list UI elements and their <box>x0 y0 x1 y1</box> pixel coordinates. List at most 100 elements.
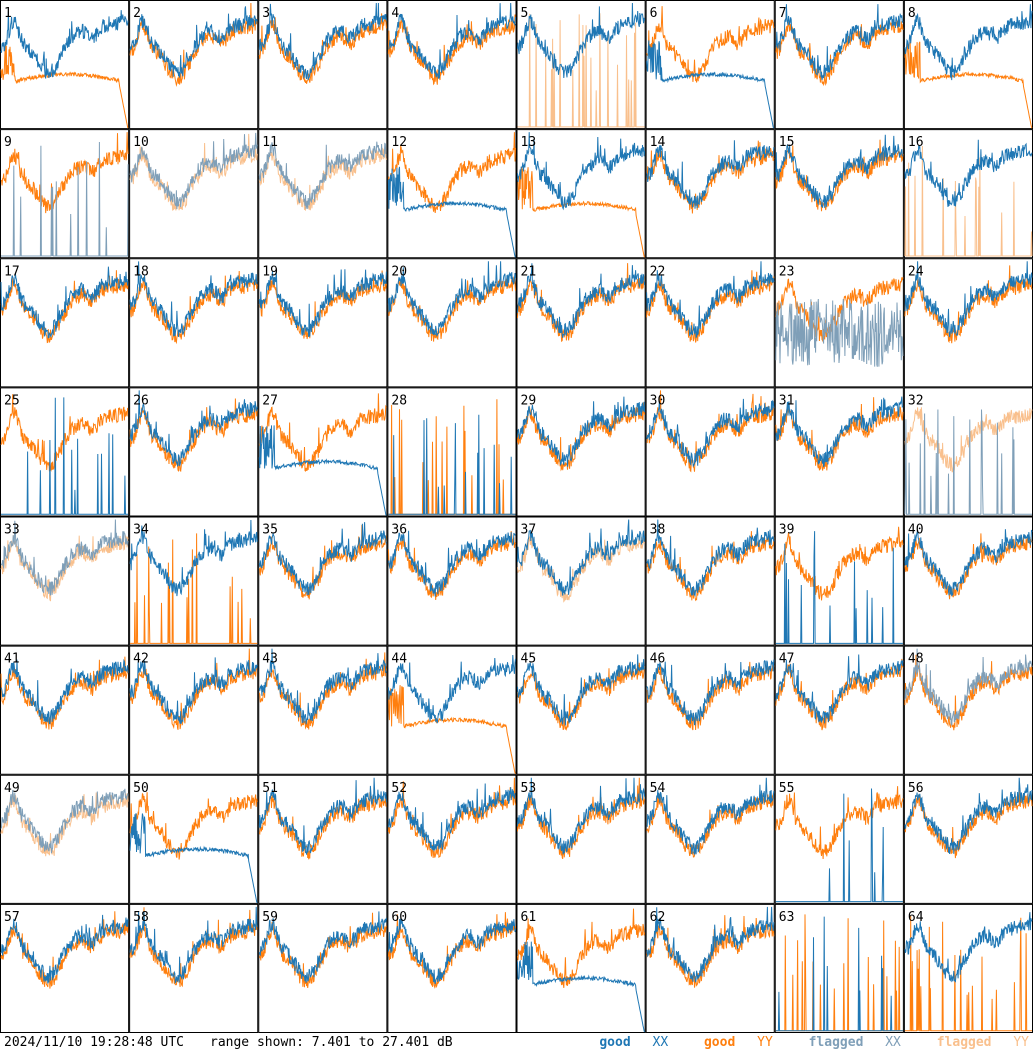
series-xx-good <box>0 266 129 339</box>
tile-62: 62 <box>645 903 775 1033</box>
range-value: 7.401 to 27.401 dB <box>311 1035 453 1050</box>
series-xx-good <box>258 777 387 855</box>
tile-frame <box>903 516 1033 646</box>
tile-label: 30 <box>650 393 666 408</box>
tile-42: 42 <box>129 645 259 775</box>
tile-15: 15 <box>774 129 904 259</box>
tile-frame <box>516 0 646 130</box>
tile-32: 32 <box>903 387 1033 517</box>
tile-16: 16 <box>903 129 1033 259</box>
tile-label: 58 <box>133 910 149 925</box>
tile-label: 35 <box>262 523 278 538</box>
tile-28: 28 <box>387 387 517 517</box>
series-yy-flagged <box>904 407 1033 473</box>
tile-label: 24 <box>908 264 924 279</box>
series-xx-good <box>129 906 258 985</box>
tile-label: 18 <box>133 264 149 279</box>
tile-10: 10 <box>129 129 259 259</box>
tile-frame <box>0 516 130 646</box>
tile-label: 41 <box>4 652 20 667</box>
series-xx-good <box>775 4 904 81</box>
tile-label: 19 <box>262 264 278 279</box>
tile-label: 64 <box>908 910 924 925</box>
series-xx-flagged <box>775 298 904 367</box>
tile-frame <box>0 645 130 775</box>
tile-label: 59 <box>262 910 278 925</box>
series-xx-good <box>387 530 516 597</box>
tile-label: 27 <box>262 393 278 408</box>
series-xx-good <box>517 2 646 79</box>
tile-label: 60 <box>391 910 407 925</box>
tile-label: 50 <box>133 781 149 796</box>
tile-frame <box>387 0 517 130</box>
series-xx-good <box>129 813 258 904</box>
tile-23: 23 <box>774 258 904 388</box>
series-yy-good <box>0 394 129 472</box>
series-xx-good <box>387 166 516 258</box>
tile-label: 29 <box>521 393 537 408</box>
series-xx-good <box>646 777 775 856</box>
tile-frame <box>387 645 517 775</box>
tile-37: 37 <box>516 516 646 646</box>
tile-label: 52 <box>391 781 407 796</box>
tile-label: 31 <box>779 393 795 408</box>
tile-frame <box>903 0 1033 130</box>
tile-51: 51 <box>258 774 388 904</box>
tile-label: 48 <box>908 652 924 667</box>
series-xx-good <box>775 531 903 644</box>
series-xx-good <box>517 132 646 211</box>
tile-frame <box>516 258 646 388</box>
series-xx-good <box>387 918 516 985</box>
legend-flagged-xx: flagged XX <box>808 1035 901 1050</box>
tile-label: 20 <box>391 264 407 279</box>
tile-label: 37 <box>521 523 537 538</box>
series-xx-good <box>387 654 516 724</box>
tile-label: 54 <box>650 781 666 796</box>
tile-label: 26 <box>133 393 149 408</box>
series-yy-good <box>775 526 904 601</box>
tile-4: 4 <box>387 0 517 130</box>
tile-frame <box>387 129 517 259</box>
tile-9: 9 <box>0 129 130 259</box>
series-xx-good <box>646 659 775 726</box>
legend-good-xx: good XX <box>599 1035 669 1050</box>
tile-56: 56 <box>903 774 1033 904</box>
tile-frame <box>258 903 388 1033</box>
series-yy-good <box>387 132 516 214</box>
series-xx-good <box>646 398 775 467</box>
series-xx-good <box>258 648 387 725</box>
tile-25: 25 <box>0 387 130 517</box>
tile-1: 1 <box>0 0 130 130</box>
series-xx-good <box>904 4 1033 81</box>
series-xx-good <box>387 261 516 337</box>
tile-49: 49 <box>0 774 130 904</box>
tile-frame <box>645 0 775 130</box>
series-xx-good <box>0 658 129 725</box>
tile-frame <box>258 258 388 388</box>
series-xx-good <box>0 914 129 984</box>
tile-frame <box>774 129 904 259</box>
tile-frame <box>258 387 388 517</box>
tile-label: 39 <box>779 523 795 538</box>
tile-frame <box>645 387 775 517</box>
series-xx-good <box>517 941 646 1033</box>
tile-label: 34 <box>133 523 149 538</box>
tile-label: 62 <box>650 910 666 925</box>
tile-frame <box>516 774 646 904</box>
tile-61: 61 <box>516 903 646 1033</box>
series-xx-good <box>258 269 387 338</box>
series-xx-good <box>258 425 387 516</box>
tile-59: 59 <box>258 903 388 1033</box>
tile-43: 43 <box>258 645 388 775</box>
tile-label: 45 <box>521 652 537 667</box>
tile-36: 36 <box>387 516 517 646</box>
series-yy-good <box>775 786 904 860</box>
tile-label: 32 <box>908 393 924 408</box>
series-yy-flagged <box>517 13 645 128</box>
tile-label: 21 <box>521 264 537 279</box>
tile-label: 51 <box>262 781 278 796</box>
tile-frame <box>129 645 259 775</box>
tile-18: 18 <box>129 258 259 388</box>
tile-label: 7 <box>779 6 787 21</box>
tile-label: 36 <box>391 523 407 538</box>
